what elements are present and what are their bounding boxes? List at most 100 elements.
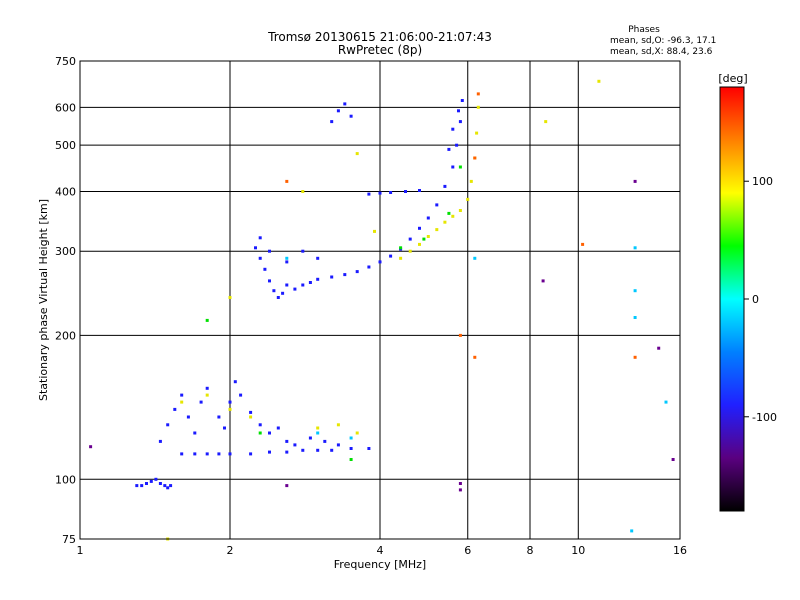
- data-point: [301, 283, 305, 287]
- data-point: [285, 260, 289, 264]
- data-point: [633, 179, 637, 183]
- data-point: [316, 448, 320, 452]
- data-point: [597, 79, 601, 83]
- data-point: [355, 152, 359, 156]
- data-point: [323, 439, 327, 443]
- data-point: [443, 184, 447, 188]
- data-point: [316, 431, 320, 435]
- data-point: [217, 415, 221, 419]
- data-point: [158, 439, 162, 443]
- data-point: [460, 99, 464, 102]
- data-point: [249, 415, 253, 419]
- data-point: [443, 220, 447, 224]
- data-point: [169, 484, 173, 488]
- data-point: [458, 482, 462, 485]
- data-point: [272, 289, 276, 293]
- data-point: [355, 270, 359, 274]
- data-point: [268, 279, 271, 283]
- data-point: [367, 447, 371, 450]
- data-point: [373, 229, 376, 233]
- data-point: [408, 237, 412, 241]
- y-tick-label: 750: [55, 55, 76, 68]
- x-tick-label: 16: [673, 544, 687, 557]
- data-point: [343, 273, 347, 277]
- data-point: [205, 318, 209, 322]
- data-point: [276, 426, 280, 430]
- data-point: [343, 102, 347, 106]
- colorbar-label: [deg]: [718, 72, 747, 85]
- data-point: [158, 482, 162, 485]
- data-point: [435, 228, 439, 232]
- data-point: [293, 287, 297, 291]
- data-point: [426, 235, 430, 238]
- data-point: [268, 450, 271, 454]
- data-point: [180, 452, 184, 456]
- data-point: [193, 452, 197, 456]
- data-point: [349, 447, 353, 450]
- data-point: [249, 452, 253, 456]
- data-points: [89, 79, 675, 541]
- data-point: [473, 256, 477, 260]
- data-point: [447, 211, 451, 215]
- data-point: [258, 431, 262, 435]
- data-point: [199, 400, 203, 404]
- data-point: [367, 265, 371, 269]
- data-point: [418, 226, 421, 230]
- data-point: [163, 484, 167, 488]
- data-point: [276, 296, 280, 299]
- y-tick-label: 200: [55, 329, 76, 342]
- data-point: [193, 431, 197, 435]
- data-point: [633, 246, 637, 250]
- x-tick-label: 4: [377, 544, 384, 557]
- x-tick-label: 6: [464, 544, 471, 557]
- data-point: [301, 190, 305, 193]
- data-point: [249, 410, 253, 414]
- data-point: [173, 407, 177, 411]
- data-point: [233, 380, 237, 384]
- data-point: [458, 333, 462, 337]
- data-point: [451, 214, 455, 218]
- data-point: [476, 105, 480, 109]
- data-point: [455, 143, 459, 147]
- phases-line-x: mean, sd,X: 88.4, 23.6: [610, 47, 713, 57]
- data-point: [422, 237, 426, 241]
- data-point: [458, 165, 462, 169]
- data-point: [166, 423, 170, 427]
- data-point: [451, 165, 455, 169]
- axes: [79, 60, 681, 540]
- data-point: [633, 316, 637, 319]
- data-point: [135, 484, 139, 488]
- data-point: [336, 423, 340, 427]
- data-point: [217, 452, 221, 456]
- data-point: [145, 482, 148, 485]
- data-point: [355, 431, 359, 435]
- x-tick-label: 2: [227, 544, 234, 557]
- x-axis-label: Frequency [MHz]: [334, 558, 426, 571]
- data-point: [316, 256, 320, 260]
- plot-frame: [79, 60, 681, 540]
- data-point: [581, 242, 585, 246]
- data-point: [308, 436, 312, 440]
- data-point: [205, 452, 209, 456]
- colorbar-tick-label: 0: [752, 293, 759, 306]
- data-point: [367, 192, 371, 196]
- data-point: [435, 203, 439, 207]
- data-point: [630, 529, 634, 533]
- data-point: [544, 120, 548, 124]
- data-point: [285, 256, 289, 260]
- colorbar-ticks: 100 0 -100: [744, 175, 777, 424]
- data-point: [378, 191, 382, 195]
- data-point: [633, 355, 637, 359]
- x-tick-label: 8: [527, 544, 534, 557]
- data-point: [180, 393, 184, 397]
- data-point: [228, 400, 232, 404]
- data-point: [418, 189, 421, 192]
- data-point: [378, 260, 382, 264]
- data-point: [301, 448, 305, 452]
- data-point: [418, 242, 421, 246]
- data-point: [349, 436, 353, 440]
- grid-lines: [80, 61, 680, 539]
- data-point: [228, 296, 232, 299]
- x-tick-label: 10: [571, 544, 585, 557]
- data-point: [316, 277, 320, 281]
